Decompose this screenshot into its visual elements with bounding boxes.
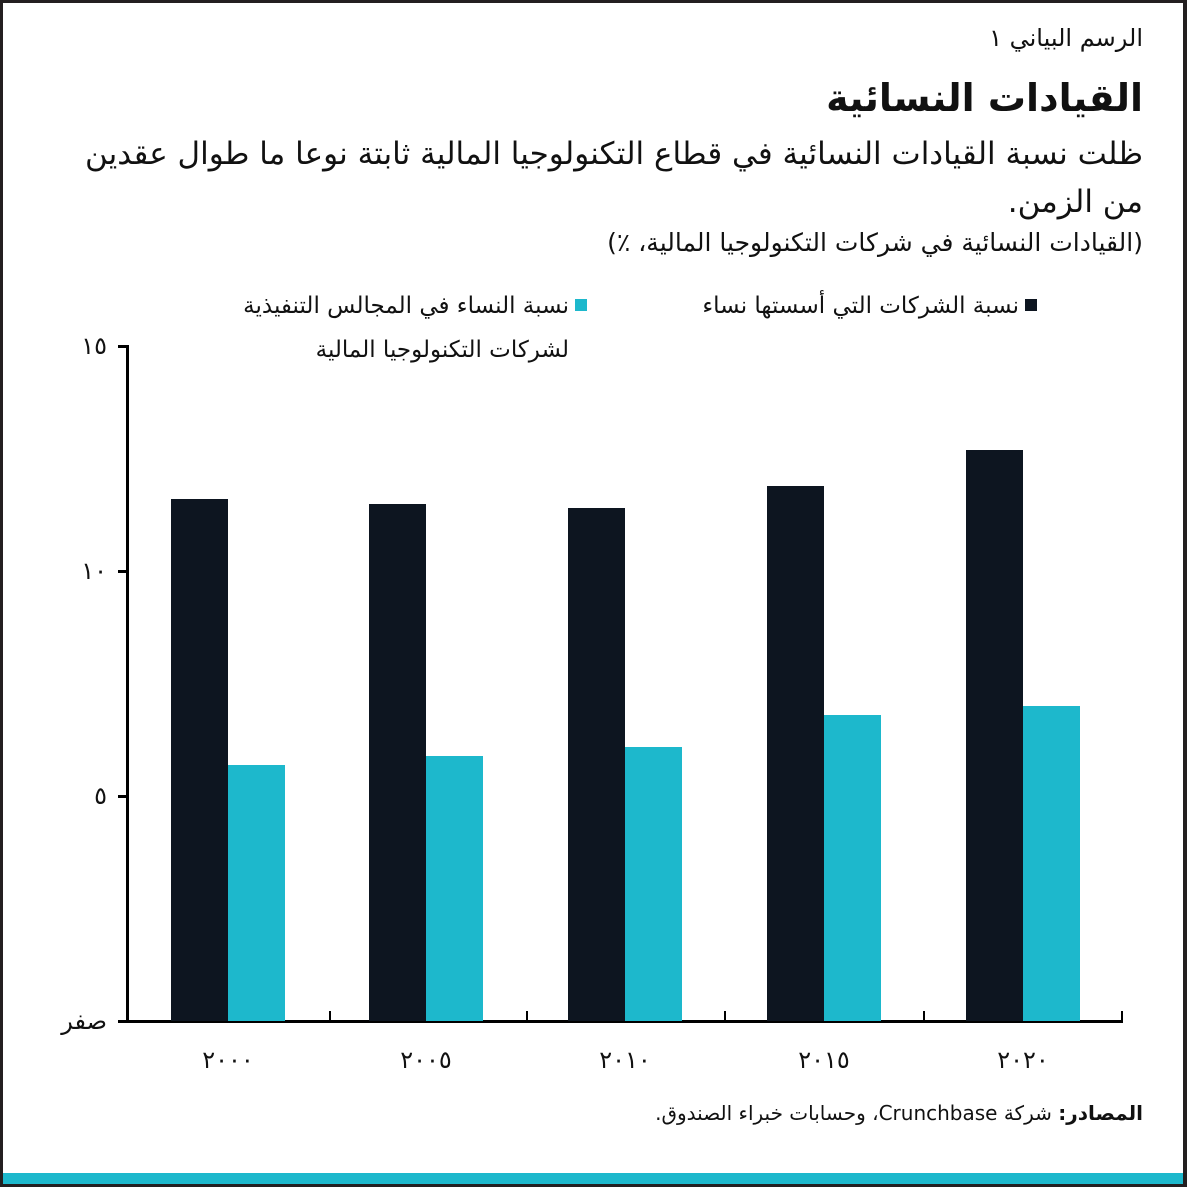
source-label: المصادر: [1058, 1101, 1143, 1125]
bar-founders [767, 485, 824, 1021]
chart-title: القيادات النسائية [826, 76, 1143, 120]
x-tick [923, 1011, 925, 1021]
bar-board-members [1023, 706, 1080, 1021]
bar-board-members [824, 715, 881, 1021]
legend: نسبة الشركات التي أسستها نساء نسبة النسا… [150, 284, 1037, 364]
y-tick-label: ١٠ [81, 557, 107, 585]
x-tick [329, 1011, 331, 1021]
y-tick [118, 1020, 128, 1023]
x-tick [526, 1011, 528, 1021]
bar-founders [369, 503, 426, 1021]
bar-founders [568, 508, 625, 1021]
source-text: شركة Crunchbase، وحسابات خبراء الصندوق. [655, 1101, 1059, 1125]
bottom-accent-stripe [3, 1173, 1183, 1184]
x-tick [1121, 1011, 1123, 1021]
y-axis [126, 345, 129, 1023]
x-tick-label: ٢٠١٥ [798, 1046, 850, 1074]
legend-label: نسبة الشركات التي أسستها نساء [702, 293, 1019, 319]
source-note: المصادر: شركة Crunchbase، وحسابات خبراء … [655, 1101, 1143, 1125]
chart-kicker: الرسم البياني ١ [989, 24, 1143, 52]
x-tick-label: ٢٠٠٥ [400, 1046, 452, 1074]
legend-item-founders: نسبة الشركات التي أسستها نساء [702, 284, 1037, 328]
x-tick [724, 1011, 726, 1021]
unit-note: (القيادات النسائية في شركات التكنولوجيا … [607, 228, 1143, 257]
legend-item-board-members: نسبة النساء في المجالس التنفيذية لشركات … [243, 284, 587, 372]
y-tick [118, 795, 128, 798]
bar-board-members [426, 755, 483, 1021]
x-tick-label: ٢٠١٠ [599, 1046, 651, 1074]
y-tick [118, 345, 128, 348]
y-tick-label: ٥ [94, 782, 107, 810]
legend-label: نسبة النساء في المجالس التنفيذية لشركات … [243, 293, 569, 363]
y-tick [118, 570, 128, 573]
bar-board-members [228, 764, 285, 1021]
legend-swatch-dark [1025, 299, 1037, 311]
chart-subtitle: ظلت نسبة القيادات النسائية في قطاع التكن… [85, 136, 1143, 220]
bar-board-members [625, 746, 682, 1021]
x-axis [126, 1020, 1123, 1023]
y-tick-label: ١٥ [81, 332, 107, 360]
x-tick-label: ٢٠٠٠ [202, 1046, 254, 1074]
x-tick-label: ٢٠٢٠ [997, 1046, 1049, 1074]
bar-founders [171, 499, 228, 1021]
bar-founders [966, 449, 1023, 1021]
legend-swatch-teal [575, 299, 587, 311]
y-tick-label: صفر [61, 1007, 107, 1035]
